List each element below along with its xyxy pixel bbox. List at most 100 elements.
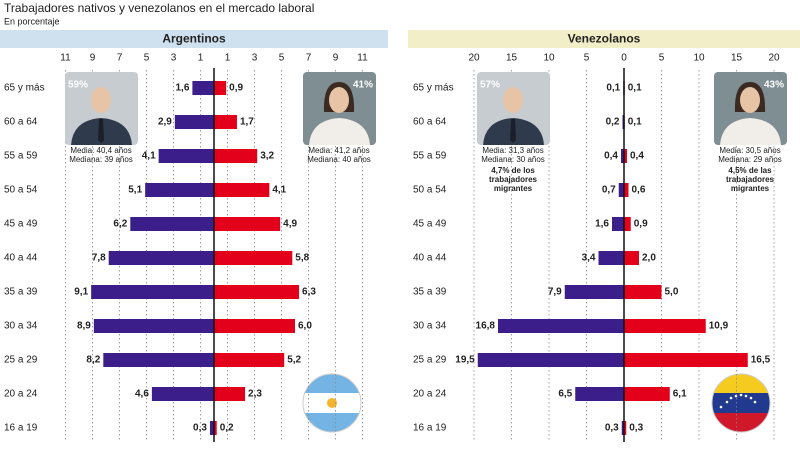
bar — [612, 217, 624, 231]
note: Media: 31,3 años — [482, 146, 543, 155]
x-tick-label: 20 — [468, 53, 480, 64]
x-tick-label: 3 — [252, 53, 258, 64]
x-tick-label: 11 — [60, 53, 71, 64]
share-label: 59% — [68, 80, 88, 91]
bar — [145, 183, 214, 197]
value-label: 19,5 — [455, 355, 475, 366]
value-label: 10,9 — [709, 321, 729, 332]
x-tick-label: 11 — [357, 53, 368, 64]
bar — [214, 251, 293, 265]
panel-header — [0, 30, 388, 48]
head — [503, 87, 523, 113]
value-label: 2,0 — [642, 253, 656, 264]
bar — [214, 183, 270, 197]
x-tick-label: 15 — [506, 53, 518, 64]
tie — [98, 119, 104, 143]
value-label: 2,9 — [158, 117, 172, 128]
category-label: 50 a 54 — [413, 185, 447, 196]
value-label: 8,2 — [86, 355, 100, 366]
note: Media: 40,4 años — [70, 146, 131, 155]
x-tick-label: 1 — [198, 53, 204, 64]
x-tick-label: 20 — [768, 53, 780, 64]
bar — [214, 115, 237, 129]
footnote: 4,7% de los — [491, 166, 535, 175]
value-label: 0,2 — [606, 117, 620, 128]
footnote: trabajadores — [489, 175, 538, 184]
category-label: 60 a 64 — [413, 117, 447, 128]
value-label: 5,0 — [665, 287, 679, 298]
value-label: 6,1 — [673, 389, 687, 400]
value-label: 0,3 — [605, 423, 619, 434]
bar — [108, 251, 214, 265]
x-tick-label: 0 — [621, 53, 627, 64]
bar — [564, 285, 624, 299]
category-label: 16 a 19 — [413, 423, 447, 434]
note: Mediana: 30 años — [481, 155, 545, 164]
bar — [624, 387, 670, 401]
category-label: 45 a 49 — [413, 219, 447, 230]
x-tick-label: 7 — [306, 53, 312, 64]
bar — [624, 183, 629, 197]
x-tick-label: 5 — [144, 53, 150, 64]
bar — [575, 387, 624, 401]
bar — [93, 319, 214, 333]
bar — [598, 251, 624, 265]
bar — [624, 421, 627, 435]
panel-header — [408, 30, 800, 48]
value-label: 0,1 — [606, 83, 620, 94]
x-tick-label: 3 — [171, 53, 177, 64]
value-label: 0,9 — [634, 219, 648, 230]
value-label: 1,6 — [175, 83, 189, 94]
category-label: 45 a 49 — [4, 219, 38, 230]
bar — [624, 251, 639, 265]
note: Mediana: 29 años — [718, 155, 782, 164]
value-label: 6,2 — [113, 219, 127, 230]
value-label: 3,4 — [582, 253, 596, 264]
bar — [618, 183, 624, 197]
value-label: 3,2 — [260, 151, 274, 162]
bar — [151, 387, 214, 401]
note: Media: 41,2 años — [308, 146, 369, 155]
value-label: 0,7 — [602, 185, 616, 196]
category-label: 35 a 39 — [4, 287, 38, 298]
tie — [510, 119, 516, 143]
share-label: 41% — [353, 80, 373, 91]
value-label: 0,3 — [629, 423, 643, 434]
x-tick-label: 7 — [117, 53, 123, 64]
value-label: 0,1 — [628, 83, 642, 94]
value-label: 8,9 — [77, 321, 91, 332]
footnote: 4,5% de las — [728, 166, 772, 175]
value-label: 7,9 — [548, 287, 562, 298]
x-tick-label: 9 — [90, 53, 96, 64]
bar — [103, 353, 214, 367]
value-label: 6,0 — [298, 321, 312, 332]
value-label: 0,9 — [229, 83, 243, 94]
bar — [214, 217, 281, 231]
x-tick-label: 5 — [659, 53, 665, 64]
head — [329, 87, 349, 113]
bar — [214, 81, 227, 95]
category-label: 25 a 29 — [413, 355, 447, 366]
bar — [174, 115, 214, 129]
page-subtitle: En porcentaje — [4, 16, 60, 26]
share-label: 57% — [480, 80, 500, 91]
value-label: 16,5 — [751, 355, 771, 366]
value-label: 2,3 — [248, 389, 262, 400]
value-label: 7,8 — [92, 253, 106, 264]
body — [309, 118, 370, 145]
value-label: 16,8 — [476, 321, 496, 332]
x-tick-label: 10 — [693, 53, 705, 64]
value-label: 4,6 — [135, 389, 149, 400]
bar — [214, 421, 217, 435]
x-tick-label: 10 — [543, 53, 555, 64]
bar — [158, 149, 214, 163]
x-tick-label: 5 — [279, 53, 285, 64]
value-label: 5,1 — [128, 185, 142, 196]
page-title: Trabajadores nativos y venezolanos en el… — [4, 1, 314, 15]
value-label: 0,2 — [220, 423, 234, 434]
